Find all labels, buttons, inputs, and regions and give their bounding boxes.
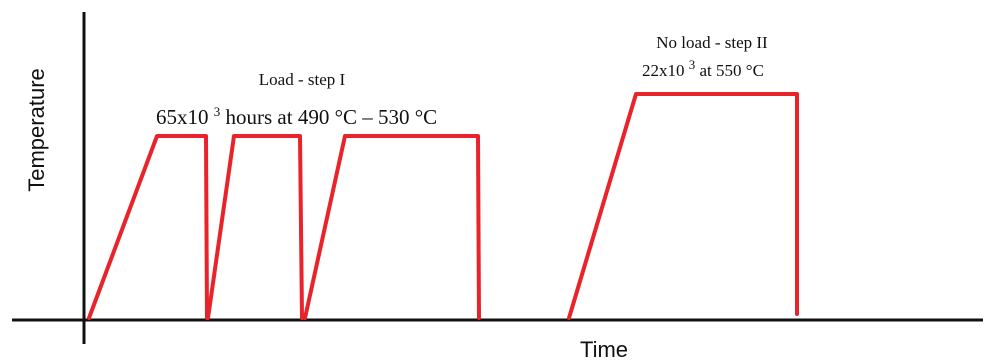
step2-detail-suffix: at 550 °C [700,61,764,80]
y-axis-label: Temperature [24,68,49,192]
step1-detail-sup: 3 [214,104,221,119]
step2-title: No load - step II [656,33,768,52]
step2-detail-prefix: 22x10 [642,61,685,80]
step2-cycle [567,92,799,320]
step2-detail-sup: 3 [689,57,696,72]
step1-detail: 65x10 3 hours at 490 °C – 530 °C [156,97,437,129]
x-axis-label: Time [580,337,628,362]
step1-cycle-1 [87,134,209,320]
step1-cycle-2 [206,134,304,320]
step1-detail-suffix: hours at 490 °C – 530 °C [226,105,438,129]
step1-cycle-3 [303,134,481,320]
step1-title: Load - step I [259,70,346,89]
step1-detail-prefix: 65x10 [156,105,209,129]
step2-detail: 22x10 3 at 550 °C [642,54,764,80]
